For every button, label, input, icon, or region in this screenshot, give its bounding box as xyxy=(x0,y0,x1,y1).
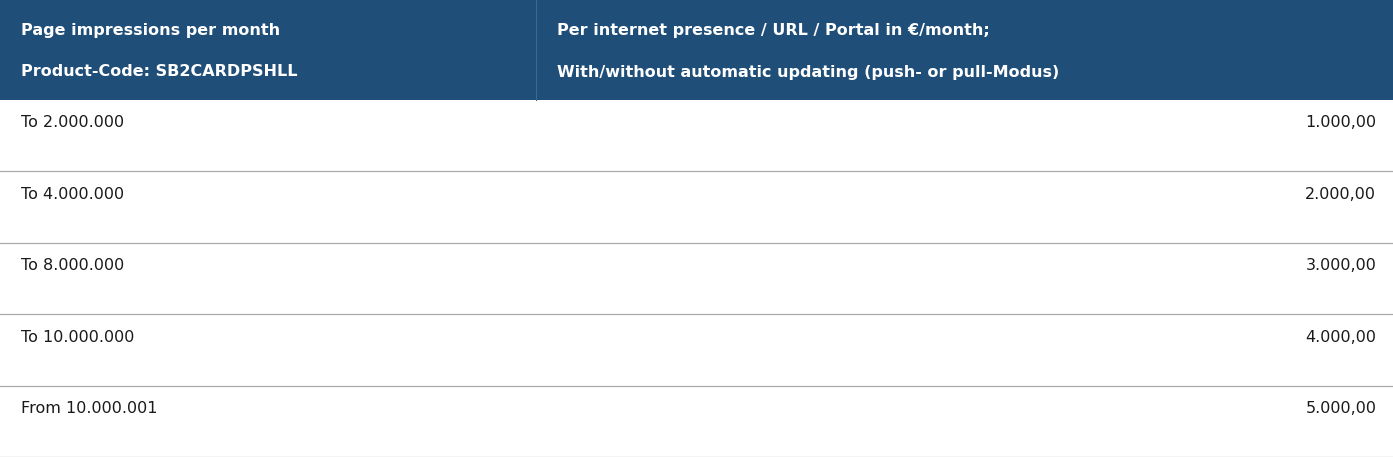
Text: To 8.000.000: To 8.000.000 xyxy=(21,258,124,273)
Text: Product-Code: SB2CARDPSHLL: Product-Code: SB2CARDPSHLL xyxy=(21,64,297,80)
Text: To 10.000.000: To 10.000.000 xyxy=(21,329,134,345)
Bar xyxy=(0,0,1393,100)
Text: To 4.000.000: To 4.000.000 xyxy=(21,187,124,202)
Text: Page impressions per month: Page impressions per month xyxy=(21,22,280,37)
Text: 1.000,00: 1.000,00 xyxy=(1305,115,1376,130)
Text: From 10.000.001: From 10.000.001 xyxy=(21,401,157,416)
Text: 5.000,00: 5.000,00 xyxy=(1305,401,1376,416)
Text: 3.000,00: 3.000,00 xyxy=(1305,258,1376,273)
Text: Per internet presence / URL / Portal in €/month;: Per internet presence / URL / Portal in … xyxy=(557,22,990,37)
Text: With/without automatic updating (push- or pull-Modus): With/without automatic updating (push- o… xyxy=(557,64,1060,80)
Text: To 2.000.000: To 2.000.000 xyxy=(21,115,124,130)
Text: 2.000,00: 2.000,00 xyxy=(1305,187,1376,202)
Text: 4.000,00: 4.000,00 xyxy=(1305,329,1376,345)
